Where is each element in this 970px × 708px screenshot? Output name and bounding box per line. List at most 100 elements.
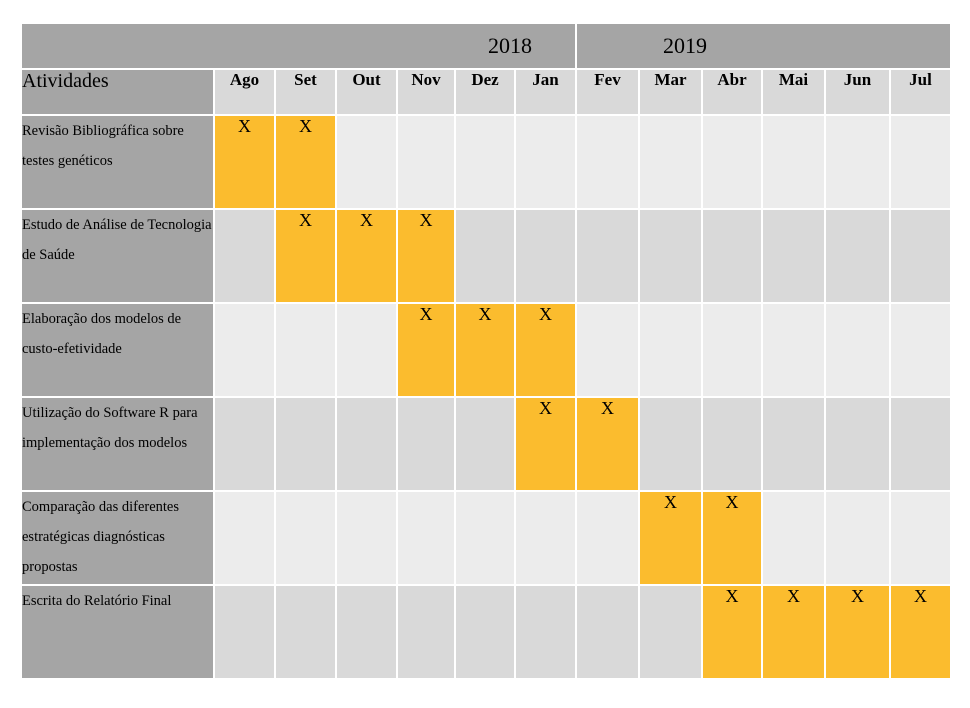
schedule-table: 2018 2019 Atividades Ago Set Out Nov Dez…	[20, 22, 952, 680]
empty-cell	[514, 584, 577, 680]
empty-cell	[335, 490, 398, 586]
empty-cell	[824, 396, 891, 492]
month-header: Jul	[889, 68, 952, 116]
empty-cell	[396, 114, 456, 210]
empty-cell	[701, 114, 763, 210]
empty-cell	[638, 584, 703, 680]
empty-cell	[454, 490, 516, 586]
empty-cell	[213, 584, 276, 680]
month-header: Mai	[761, 68, 826, 116]
activity-name: Elaboração dos modelos de custo-efetivid…	[20, 302, 215, 398]
activity-row: Comparação das diferentes estratégicas d…	[20, 490, 952, 586]
month-header: Nov	[396, 68, 456, 116]
activities-body: Revisão Bibliográfica sobre testes genét…	[20, 114, 952, 680]
empty-cell	[761, 302, 826, 398]
empty-cell	[889, 114, 952, 210]
empty-cell	[274, 396, 337, 492]
empty-cell	[213, 302, 276, 398]
month-header: Abr	[701, 68, 763, 116]
empty-cell	[575, 584, 640, 680]
empty-cell	[701, 302, 763, 398]
month-header: Mar	[638, 68, 703, 116]
empty-cell	[396, 490, 456, 586]
empty-cell	[824, 490, 891, 586]
empty-cell	[889, 490, 952, 586]
activity-row: Utilização do Software R para implementa…	[20, 396, 952, 492]
scheduled-cell: X	[454, 302, 516, 398]
month-header: Jan	[514, 68, 577, 116]
scheduled-cell: X	[701, 490, 763, 586]
activity-row: Escrita do Relatório Final X X X X	[20, 584, 952, 680]
empty-cell	[575, 208, 640, 304]
activity-name: Estudo de Análise de Tecnologia de Saúde	[20, 208, 215, 304]
empty-cell	[514, 114, 577, 210]
empty-cell	[575, 114, 640, 210]
empty-cell	[701, 396, 763, 492]
scheduled-cell: X	[701, 584, 763, 680]
empty-cell	[824, 302, 891, 398]
month-header: Jun	[824, 68, 891, 116]
scheduled-cell: X	[638, 490, 703, 586]
scheduled-cell: X	[514, 396, 577, 492]
empty-cell	[454, 396, 516, 492]
scheduled-cell: X	[274, 208, 337, 304]
empty-cell	[514, 208, 577, 304]
empty-cell	[889, 208, 952, 304]
month-header: Set	[274, 68, 337, 116]
empty-cell	[824, 114, 891, 210]
empty-cell	[213, 208, 276, 304]
empty-cell	[213, 490, 276, 586]
empty-cell	[824, 208, 891, 304]
empty-cell	[454, 584, 516, 680]
empty-cell	[335, 396, 398, 492]
activity-name: Escrita do Relatório Final	[20, 584, 215, 680]
empty-cell	[889, 396, 952, 492]
month-header: Dez	[454, 68, 516, 116]
empty-cell	[274, 584, 337, 680]
empty-cell	[335, 584, 398, 680]
activities-header: Atividades	[20, 68, 215, 116]
activity-name: Utilização do Software R para implementa…	[20, 396, 215, 492]
empty-cell	[213, 396, 276, 492]
empty-cell	[454, 208, 516, 304]
empty-cell	[638, 208, 703, 304]
activity-row: Revisão Bibliográfica sobre testes genét…	[20, 114, 952, 210]
scheduled-cell: X	[335, 208, 398, 304]
scheduled-cell: X	[889, 584, 952, 680]
empty-cell	[274, 490, 337, 586]
activity-row: Elaboração dos modelos de custo-efetivid…	[20, 302, 952, 398]
scheduled-cell: X	[824, 584, 891, 680]
month-header-row: Atividades Ago Set Out Nov Dez Jan Fev M…	[20, 68, 952, 116]
month-header: Ago	[213, 68, 276, 116]
scheduled-cell: X	[761, 584, 826, 680]
empty-cell	[396, 584, 456, 680]
scheduled-cell: X	[396, 302, 456, 398]
month-header: Out	[335, 68, 398, 116]
scheduled-cell: X	[213, 114, 276, 210]
activity-row: Estudo de Análise de Tecnologia de Saúde…	[20, 208, 952, 304]
empty-cell	[396, 396, 456, 492]
year-2019: 2019	[575, 22, 952, 70]
empty-cell	[274, 302, 337, 398]
empty-cell	[514, 490, 577, 586]
empty-cell	[335, 114, 398, 210]
empty-cell	[638, 396, 703, 492]
month-header: Fev	[575, 68, 640, 116]
scheduled-cell: X	[575, 396, 640, 492]
empty-cell	[761, 208, 826, 304]
empty-cell	[454, 114, 516, 210]
empty-cell	[761, 490, 826, 586]
year-2018: 2018	[20, 22, 577, 70]
empty-cell	[638, 114, 703, 210]
empty-cell	[638, 302, 703, 398]
empty-cell	[761, 114, 826, 210]
empty-cell	[889, 302, 952, 398]
scheduled-cell: X	[514, 302, 577, 398]
activity-name: Revisão Bibliográfica sobre testes genét…	[20, 114, 215, 210]
scheduled-cell: X	[274, 114, 337, 210]
scheduled-cell: X	[396, 208, 456, 304]
empty-cell	[575, 490, 640, 586]
empty-cell	[761, 396, 826, 492]
empty-cell	[335, 302, 398, 398]
empty-cell	[701, 208, 763, 304]
